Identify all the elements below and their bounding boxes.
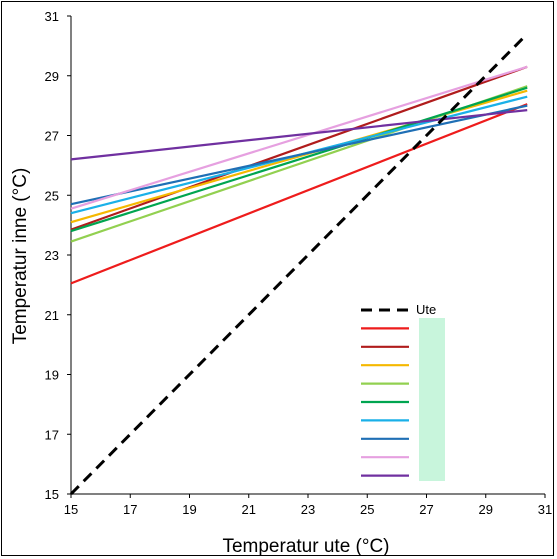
series-line-1 [69,32,529,496]
y-tick-label: 19 [45,368,59,383]
y-tick-label: 27 [45,129,59,144]
series-line-10 [70,109,528,161]
series-line-3 [70,65,528,231]
series-line-2 [70,103,528,285]
x-tick-label: 23 [301,502,315,517]
x-tick-label: 31 [538,502,552,517]
y-tick-label: 15 [45,487,59,502]
y-tick-label: 17 [45,427,59,442]
x-tick-label: 19 [182,502,196,517]
x-tick-label: 15 [64,502,78,517]
tick-labels: 15 17 19 21 23 25 27 29 31 15 17 19 21 23 25 27 29 31 [45,9,553,517]
x-tick-label: 29 [479,502,493,517]
y-tick-label: 25 [45,188,59,203]
y-tick-label: 21 [45,308,59,323]
x-tick-label: 21 [242,502,256,517]
x-axis-title: Temperatur ute (°C) [222,536,389,557]
y-tick-label: 23 [45,248,59,263]
y-tick-label: 31 [45,9,59,24]
y-tick-label: 29 [45,69,59,84]
legend-label-patch [419,318,445,481]
series-line-6 [70,86,528,233]
y-axis-title: Temperatur inne (°C) [10,168,31,345]
series-line-9 [70,65,528,210]
series-line-8 [70,104,528,206]
legend-label-1: Ute [416,302,436,317]
x-tick-label: 25 [360,502,374,517]
legend: Ute [361,302,445,481]
x-tick-label: 17 [123,502,137,517]
series-layer [69,32,529,496]
x-tick-label: 27 [419,502,433,517]
